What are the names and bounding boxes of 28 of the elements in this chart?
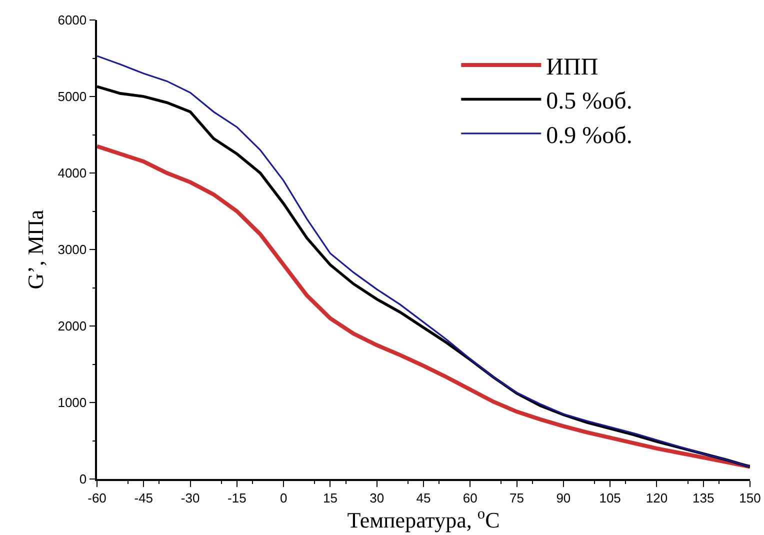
x-tick-label: 90 [556,490,571,506]
x-tick-label: 30 [370,490,384,506]
x-tick-label: 60 [462,490,478,506]
y-tick-label: 0 [79,472,87,487]
x-tick-label: -60 [88,490,106,506]
y-tick-label: 5000 [58,89,87,104]
x-axis-title: Температура, $^{o}$C [347,505,500,533]
y-tick-label: 4000 [58,166,87,181]
legend-label: 0.9 %об. [546,122,632,149]
legend-label: 0.5 %об. [546,88,632,115]
y-tick-label: 3000 [58,242,87,258]
legend-label: ИПП [546,54,598,80]
x-tick-label: 120 [646,490,668,506]
x-tick-label: 135 [692,490,714,506]
y-tick-label: 2000 [58,318,87,334]
x-tick-label: -45 [134,490,154,506]
line-series [97,144,750,469]
x-tick-label: -15 [228,490,246,506]
y-tick-label: 6000 [58,12,87,28]
x-tick-label: 75 [510,490,524,506]
x-tick-label: 45 [416,490,431,506]
x-tick-label: -30 [180,490,200,506]
x-tick-label: 0 [280,490,288,506]
x-tick-label: 105 [599,490,621,506]
y-axis-title: G’, МПа [23,210,48,290]
y-tick-label: 1000 [58,395,87,410]
x-tick-label: 150 [739,490,761,506]
x-tick-label: 15 [322,490,338,506]
